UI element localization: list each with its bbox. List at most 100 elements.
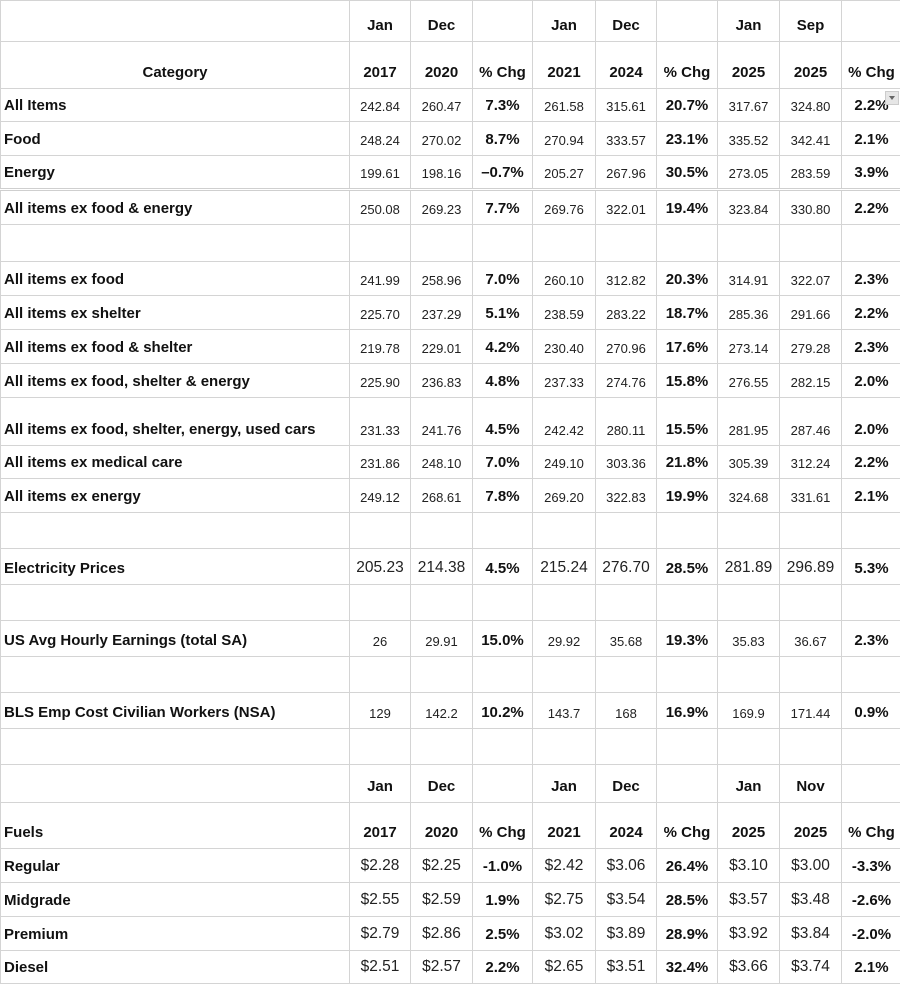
month-header[interactable]: Nov bbox=[780, 765, 842, 803]
row-label[interactable]: BLS Emp Cost Civilian Workers (NSA) bbox=[1, 693, 350, 729]
value-cell[interactable]: 248.10 bbox=[411, 446, 473, 479]
value-cell[interactable]: 331.61 bbox=[780, 479, 842, 513]
percent-change-cell[interactable]: -1.0% bbox=[473, 849, 533, 883]
empty-cell[interactable] bbox=[533, 657, 596, 693]
empty-cell[interactable] bbox=[473, 513, 533, 549]
percent-change-cell[interactable]: 2.2% bbox=[473, 951, 533, 984]
value-cell[interactable]: 237.33 bbox=[533, 364, 596, 398]
empty-cell[interactable] bbox=[780, 585, 842, 621]
value-cell[interactable]: $2.59 bbox=[411, 883, 473, 917]
year-header[interactable]: 2024 bbox=[596, 803, 657, 849]
value-cell[interactable]: 269.20 bbox=[533, 479, 596, 513]
year-header[interactable]: 2020 bbox=[411, 803, 473, 849]
percent-change-cell[interactable]: 28.5% bbox=[657, 883, 718, 917]
value-cell[interactable]: 270.94 bbox=[533, 122, 596, 156]
month-header[interactable] bbox=[473, 1, 533, 42]
value-cell[interactable]: 280.11 bbox=[596, 398, 657, 446]
value-cell[interactable]: $2.65 bbox=[533, 951, 596, 984]
empty-cell[interactable] bbox=[411, 729, 473, 765]
value-cell[interactable]: $3.74 bbox=[780, 951, 842, 984]
percent-change-cell[interactable]: 3.9% bbox=[842, 156, 900, 190]
percent-change-cell[interactable]: 2.3% bbox=[842, 330, 900, 364]
value-cell[interactable]: 260.10 bbox=[533, 262, 596, 296]
value-cell[interactable]: 248.24 bbox=[350, 122, 411, 156]
value-cell[interactable]: 26 bbox=[350, 621, 411, 657]
value-cell[interactable]: 143.7 bbox=[533, 693, 596, 729]
month-header[interactable] bbox=[842, 1, 900, 42]
value-cell[interactable]: 241.99 bbox=[350, 262, 411, 296]
percent-change-cell[interactable]: 7.7% bbox=[473, 190, 533, 225]
empty-cell[interactable] bbox=[1, 585, 350, 621]
empty-cell[interactable] bbox=[1, 1, 350, 42]
year-header[interactable]: % Chg bbox=[842, 803, 900, 849]
percent-change-cell[interactable]: 21.8% bbox=[657, 446, 718, 479]
month-header[interactable]: Jan bbox=[718, 1, 780, 42]
percent-change-cell[interactable]: 19.9% bbox=[657, 479, 718, 513]
value-cell[interactable]: 214.38 bbox=[411, 549, 473, 585]
value-cell[interactable]: 287.46 bbox=[780, 398, 842, 446]
percent-change-cell[interactable]: 4.5% bbox=[473, 398, 533, 446]
empty-cell[interactable] bbox=[596, 225, 657, 262]
percent-change-cell[interactable]: -2.6% bbox=[842, 883, 900, 917]
percent-change-cell[interactable]: 5.1% bbox=[473, 296, 533, 330]
month-header[interactable]: Sep bbox=[780, 1, 842, 42]
empty-cell[interactable] bbox=[411, 585, 473, 621]
value-cell[interactable]: 231.33 bbox=[350, 398, 411, 446]
percent-change-cell[interactable]: 0.9% bbox=[842, 693, 900, 729]
empty-cell[interactable] bbox=[1, 225, 350, 262]
empty-cell[interactable] bbox=[780, 513, 842, 549]
year-header[interactable]: 2017 bbox=[350, 42, 411, 89]
percent-change-cell[interactable]: -2.0% bbox=[842, 917, 900, 951]
value-cell[interactable]: 273.05 bbox=[718, 156, 780, 190]
value-cell[interactable]: $2.51 bbox=[350, 951, 411, 984]
value-cell[interactable]: $2.57 bbox=[411, 951, 473, 984]
empty-cell[interactable] bbox=[350, 729, 411, 765]
empty-cell[interactable] bbox=[473, 729, 533, 765]
percent-change-cell[interactable]: 2.3% bbox=[842, 621, 900, 657]
empty-cell[interactable] bbox=[718, 225, 780, 262]
year-header[interactable]: 2024 bbox=[596, 42, 657, 89]
value-cell[interactable]: 219.78 bbox=[350, 330, 411, 364]
month-header[interactable]: Dec bbox=[596, 765, 657, 803]
value-cell[interactable]: $3.66 bbox=[718, 951, 780, 984]
value-cell[interactable]: 231.86 bbox=[350, 446, 411, 479]
percent-change-cell[interactable]: 4.2% bbox=[473, 330, 533, 364]
value-cell[interactable]: $3.92 bbox=[718, 917, 780, 951]
percent-change-cell[interactable]: 18.7% bbox=[657, 296, 718, 330]
value-cell[interactable]: 274.76 bbox=[596, 364, 657, 398]
row-label[interactable]: US Avg Hourly Earnings (total SA) bbox=[1, 621, 350, 657]
value-cell[interactable]: 241.76 bbox=[411, 398, 473, 446]
value-cell[interactable]: 29.91 bbox=[411, 621, 473, 657]
value-cell[interactable]: $3.02 bbox=[533, 917, 596, 951]
value-cell[interactable]: 238.59 bbox=[533, 296, 596, 330]
year-header[interactable]: % Chg bbox=[473, 803, 533, 849]
value-cell[interactable]: 276.55 bbox=[718, 364, 780, 398]
value-cell[interactable]: 250.08 bbox=[350, 190, 411, 225]
row-label[interactable]: All items ex food, shelter & energy bbox=[1, 364, 350, 398]
value-cell[interactable]: 258.96 bbox=[411, 262, 473, 296]
value-cell[interactable]: 281.95 bbox=[718, 398, 780, 446]
month-header[interactable]: Jan bbox=[718, 765, 780, 803]
row-label[interactable]: Premium bbox=[1, 917, 350, 951]
percent-change-cell[interactable]: 19.4% bbox=[657, 190, 718, 225]
percent-change-cell[interactable]: 15.8% bbox=[657, 364, 718, 398]
value-cell[interactable]: 283.59 bbox=[780, 156, 842, 190]
value-cell[interactable]: 168 bbox=[596, 693, 657, 729]
empty-cell[interactable] bbox=[1, 657, 350, 693]
value-cell[interactable]: 169.9 bbox=[718, 693, 780, 729]
value-cell[interactable]: 342.41 bbox=[780, 122, 842, 156]
year-header[interactable]: 2017 bbox=[350, 803, 411, 849]
value-cell[interactable]: 335.52 bbox=[718, 122, 780, 156]
percent-change-cell[interactable]: 19.3% bbox=[657, 621, 718, 657]
value-cell[interactable]: 317.67 bbox=[718, 89, 780, 122]
percent-change-cell[interactable]: 2.0% bbox=[842, 398, 900, 446]
row-label[interactable]: All items ex energy bbox=[1, 479, 350, 513]
year-header[interactable]: 2025 bbox=[780, 803, 842, 849]
percent-change-cell[interactable]: 2.1% bbox=[842, 951, 900, 984]
empty-cell[interactable] bbox=[596, 729, 657, 765]
value-cell[interactable]: 261.58 bbox=[533, 89, 596, 122]
year-header[interactable]: % Chg bbox=[842, 42, 900, 89]
month-header[interactable]: Jan bbox=[533, 1, 596, 42]
empty-cell[interactable] bbox=[780, 225, 842, 262]
month-header[interactable] bbox=[657, 765, 718, 803]
